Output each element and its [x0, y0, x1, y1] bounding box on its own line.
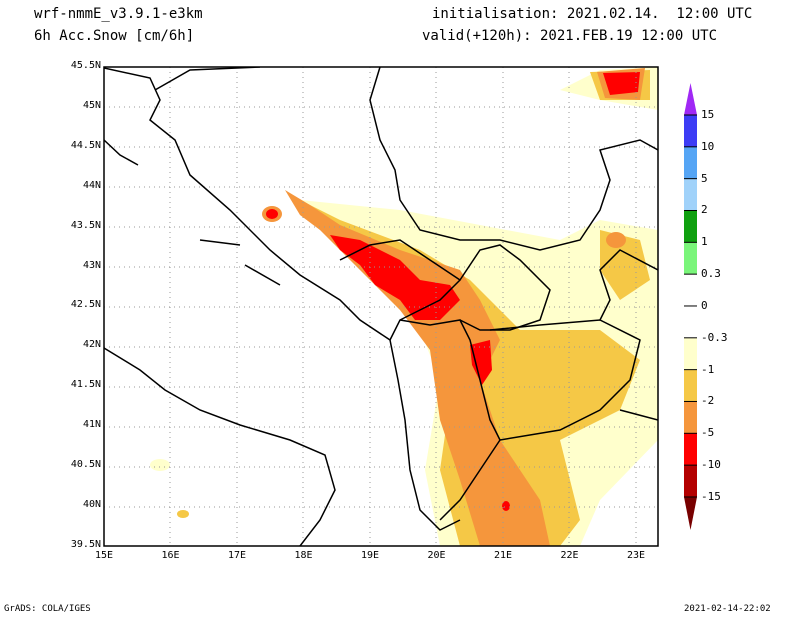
- colorbar-segment: [684, 210, 697, 243]
- colorbar-label: -10: [701, 458, 721, 472]
- lon-label: 23E: [627, 550, 646, 561]
- valid-time: valid(+120h): 2021.FEB.19 12:00 UTC: [422, 28, 718, 44]
- colorbar-label: 0: [701, 298, 708, 312]
- colorbar-segment: [684, 115, 697, 147]
- lat-label: 41.5N: [70, 379, 101, 391]
- colorbar-bottom-arrow: [684, 497, 697, 530]
- colorbar-segment: [684, 178, 697, 211]
- colorbar-segment: [684, 146, 697, 179]
- colorbar: [684, 83, 697, 530]
- colorbar-label: -15: [701, 489, 721, 503]
- lon-label: 18E: [294, 550, 313, 561]
- model-title: wrf-nmmE_v3.9.1-e3km: [34, 6, 203, 22]
- colorbar-segment: [684, 305, 697, 338]
- lon-label: 15E: [95, 550, 114, 561]
- lon-label: 17E: [228, 550, 247, 561]
- lat-label: 44.5N: [70, 139, 101, 151]
- colorbar-label: 2: [701, 203, 708, 217]
- lon-label: 20E: [427, 550, 446, 561]
- lat-label: 40N: [82, 498, 101, 510]
- lon-label: 16E: [161, 550, 180, 561]
- lat-label: 43N: [82, 259, 101, 271]
- colorbar-label: 0.3: [701, 267, 721, 281]
- map-frame: [103, 66, 659, 547]
- init-time: initialisation: 2021.02.14. 12:00 UTC: [432, 6, 753, 22]
- colorbar-label: -5: [701, 426, 715, 440]
- colorbar-label: -1: [701, 362, 715, 376]
- variable-title: 6h Acc.Snow [cm/6h]: [34, 28, 195, 44]
- colorbar-top-arrow: [684, 83, 697, 115]
- colorbar-segment: [684, 433, 697, 466]
- lat-label: 45.5N: [70, 60, 101, 71]
- colorbar-label: -2: [701, 394, 715, 408]
- colorbar-label: 5: [701, 171, 708, 185]
- lat-label: 44N: [82, 179, 101, 191]
- lat-label: 42.5N: [70, 299, 101, 311]
- lon-label: 21E: [494, 550, 513, 561]
- colorbar-segment: [684, 369, 697, 402]
- footer-timestamp: 2021-02-14-22:02: [684, 604, 771, 614]
- colorbar-segment: [684, 242, 697, 275]
- lat-label: 42N: [82, 339, 101, 351]
- lat-label: 41N: [82, 419, 101, 431]
- lat-label: 40.5N: [70, 459, 101, 470]
- lat-label: 43.5N: [70, 219, 101, 231]
- colorbar-label: 1: [701, 235, 708, 249]
- lon-label: 19E: [361, 550, 380, 561]
- colorbar-label: 15: [701, 108, 715, 121]
- lon-label: 22E: [560, 550, 579, 561]
- colorbar-label: 10: [701, 139, 715, 153]
- colorbar-segment: [684, 337, 697, 370]
- colorbar-segment: [684, 465, 697, 497]
- lat-label: 45N: [82, 99, 101, 111]
- lat-label: 39.5N: [70, 538, 101, 550]
- footer-credit: GrADS: COLA/IGES: [4, 604, 91, 614]
- colorbar-segment: [684, 401, 697, 434]
- colorbar-segment: [684, 274, 697, 306]
- coastlines: [104, 67, 658, 546]
- colorbar-label: -0.3: [701, 330, 728, 344]
